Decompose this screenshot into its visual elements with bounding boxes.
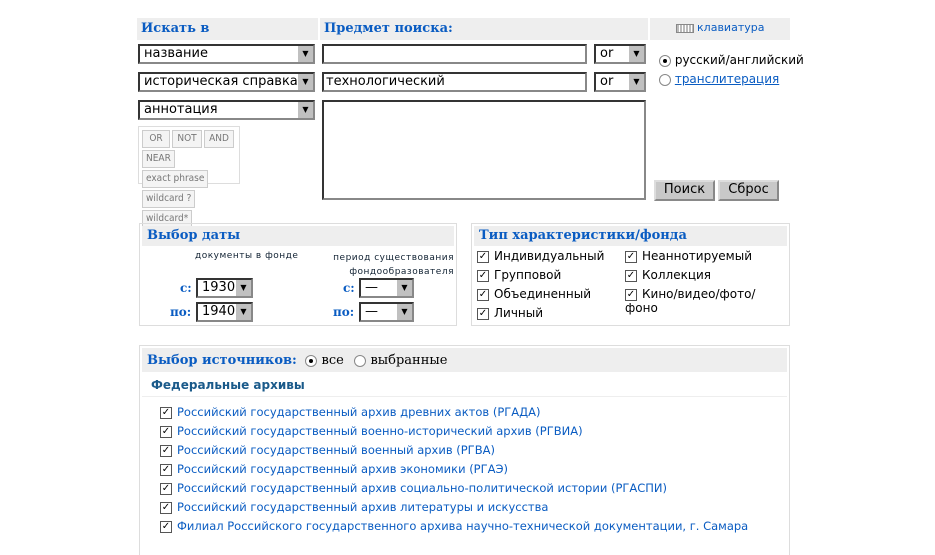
- op-exact-phrase-button[interactable]: exact phrase: [142, 170, 209, 188]
- archive-item[interactable]: ✓ Российский государственный архив литера…: [160, 500, 549, 514]
- search-in-header: Искать в: [137, 18, 318, 40]
- radio-icon[interactable]: [659, 54, 671, 67]
- field-select-3[interactable]: аннотация ▼: [138, 100, 315, 120]
- checkbox-icon[interactable]: ✓: [477, 288, 489, 301]
- chevron-down-icon: ▼: [297, 46, 313, 62]
- type-option[interactable]: ✓ Индивидуальный: [477, 249, 605, 263]
- checkbox-icon[interactable]: ✓: [160, 463, 172, 476]
- period-to-label: по:: [333, 305, 355, 319]
- checkbox-icon[interactable]: ✓: [160, 406, 172, 419]
- checkbox-icon[interactable]: ✓: [160, 482, 172, 495]
- chevron-down-icon: ▼: [396, 280, 412, 296]
- archive-item[interactable]: ✓ Филиал Российского государственного арх…: [160, 519, 749, 533]
- checkbox-icon[interactable]: ✓: [160, 520, 172, 533]
- period-from-label: с:: [343, 281, 355, 295]
- lang-option-translit[interactable]: транслитерация: [659, 72, 779, 86]
- checkbox-icon[interactable]: ✓: [160, 444, 172, 457]
- op-or-button[interactable]: OR: [142, 130, 170, 148]
- group-title: Федеральные архивы: [142, 376, 787, 397]
- docs-from-select[interactable]: 1930 ▼: [196, 278, 253, 298]
- search-button[interactable]: Поиск: [654, 180, 715, 201]
- checkbox-icon[interactable]: ✓: [160, 425, 172, 438]
- type-option[interactable]: ✓ Групповой: [477, 268, 562, 282]
- checkbox-icon[interactable]: ✓: [477, 269, 489, 282]
- query-input-1[interactable]: [322, 44, 587, 64]
- field-select-1[interactable]: название ▼: [138, 44, 315, 64]
- op-and-button[interactable]: AND: [204, 130, 234, 148]
- archive-item[interactable]: ✓ Российский государственный архив социал…: [160, 481, 668, 495]
- period-from-select[interactable]: — ▼: [359, 278, 414, 298]
- from-label: с:: [180, 281, 192, 295]
- type-panel: Тип характеристики/фонда ✓ Индивидуальный…: [471, 223, 790, 326]
- checkbox-icon[interactable]: ✓: [160, 501, 172, 514]
- subject-header: Предмет поиска:: [320, 18, 648, 40]
- checkbox-icon[interactable]: ✓: [477, 307, 489, 320]
- source-all-option[interactable]: все: [305, 353, 344, 368]
- period-label: период существования фондообразователя: [333, 253, 454, 277]
- chevron-down-icon: ▼: [396, 304, 412, 320]
- period-to-select[interactable]: — ▼: [359, 302, 414, 322]
- reset-button[interactable]: Сброс: [718, 180, 779, 201]
- chevron-down-icon: ▼: [235, 304, 251, 320]
- type-option[interactable]: ✓ Неаннотируемый: [625, 249, 753, 263]
- sources-header: Выбор источников: все выбранные: [142, 348, 787, 372]
- docs-label: документы в фонде: [195, 251, 299, 261]
- query-textarea[interactable]: [322, 100, 646, 200]
- operator-select-1[interactable]: or ▼: [594, 44, 646, 64]
- radio-icon[interactable]: [354, 354, 367, 367]
- operator-select-2[interactable]: or ▼: [594, 72, 646, 92]
- type-option[interactable]: ✓ Коллекция: [625, 268, 712, 282]
- checkbox-icon[interactable]: ✓: [477, 250, 489, 263]
- to-label: по:: [170, 305, 192, 319]
- field-select-2[interactable]: историческая справка ▼: [138, 72, 315, 92]
- op-not-button[interactable]: NOT: [172, 130, 202, 148]
- checkbox-icon[interactable]: ✓: [625, 250, 637, 263]
- type-title: Тип характеристики/фонда: [474, 226, 787, 246]
- operator-buttons: OR NOT AND NEARexact phrase wildcard ?wild…: [138, 126, 240, 228]
- date-title: Выбор даты: [142, 226, 454, 246]
- sources-panel: Выбор источников: все выбранные Федераль…: [139, 345, 790, 555]
- date-panel: Выбор даты документы в фонде период суще…: [139, 223, 457, 326]
- docs-to-select[interactable]: 1940 ▼: [196, 302, 253, 322]
- radio-icon[interactable]: [659, 73, 671, 86]
- type-option[interactable]: ✓ Объединенный: [477, 287, 591, 301]
- lang-option-rus-eng[interactable]: русский/английский: [659, 53, 804, 67]
- keyboard-link[interactable]: клавиатура: [650, 18, 790, 40]
- op-near-button[interactable]: NEAR: [142, 150, 175, 168]
- type-option[interactable]: ✓ Личный: [477, 306, 544, 320]
- checkbox-icon[interactable]: ✓: [625, 288, 637, 301]
- checkbox-icon[interactable]: ✓: [625, 269, 637, 282]
- radio-icon[interactable]: [305, 354, 318, 367]
- archive-item[interactable]: ✓ Российский государственный архив древни…: [160, 405, 541, 419]
- chevron-down-icon: ▼: [235, 280, 251, 296]
- archive-item[interactable]: ✓ Российский государственный военно-истор…: [160, 424, 583, 438]
- query-input-2[interactable]: технологический: [322, 72, 587, 92]
- chevron-down-icon: ▼: [297, 102, 313, 118]
- keyboard-icon: [675, 23, 694, 33]
- archive-item[interactable]: ✓ Российский государственный военный архи…: [160, 443, 495, 457]
- archive-item[interactable]: ✓ Российский государственный архив эконом…: [160, 462, 509, 476]
- op-wildcard-q-button[interactable]: wildcard ?: [142, 190, 196, 208]
- chevron-down-icon: ▼: [297, 74, 313, 90]
- chevron-down-icon: ▼: [628, 46, 644, 62]
- chevron-down-icon: ▼: [628, 74, 644, 90]
- source-selected-option[interactable]: выбранные: [354, 353, 447, 368]
- type-option[interactable]: ✓ Кино/видео/фото/фоно: [625, 287, 756, 315]
